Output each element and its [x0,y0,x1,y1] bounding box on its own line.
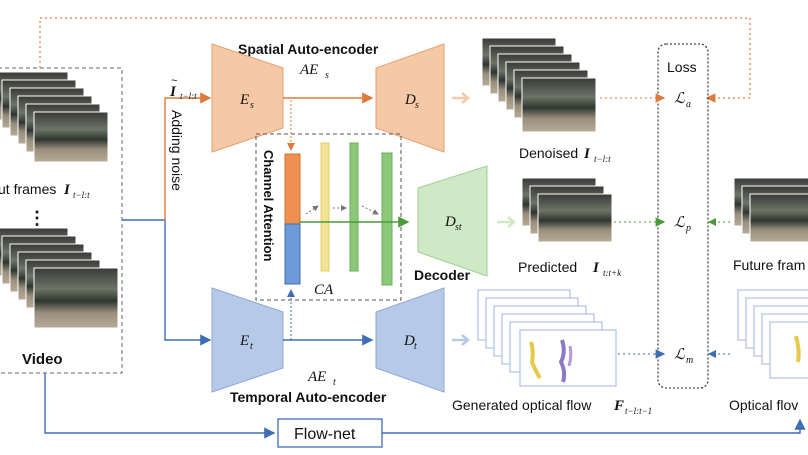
spatial-encoder-es [211,43,284,153]
ca-dotted-1 [305,205,319,215]
predicted-frames-stack [521,177,613,243]
video-to-flownet-line [44,373,276,439]
dst-var: D [444,214,456,230]
ca-orange-bar [284,153,301,225]
generated-flow-sub: t−l:t−1 [625,406,652,416]
optical-flow-stack [737,289,808,379]
ca-label: CA [314,282,334,298]
predicted-prefix: Predicted [518,259,577,275]
dt-output-arrow [452,334,470,346]
dt-sub: t [414,341,417,352]
denoised-var: I [583,146,591,162]
spatial-var-sub: s [325,70,329,81]
ds-sub: s [415,100,419,111]
future-frames-label: Future fram [733,257,805,273]
flownet-box [277,418,383,448]
adding-noise-label: Adding noise [169,110,185,191]
denoised-frames-stack [481,37,597,133]
denoised-sub: t−l:t [594,154,611,164]
dst-output-arrow [497,216,516,228]
temporal-var-sub: t [333,377,336,388]
input-frames-prefix: ut frames [0,181,56,197]
channel-attention-label: Channel Attention [261,150,276,262]
predicted-sub: t:t+k [603,268,622,278]
optical-flow-label: Optical flov [729,397,798,413]
generated-flow-stack [477,289,617,387]
denoised-prefix: Denoised [519,145,578,161]
loss-title: Loss [667,59,697,75]
input-frames-stack [0,71,109,163]
split-to-spatial-line [164,92,212,220]
ca-green-bar-1 [349,142,359,272]
ca-yellow-bar [320,142,330,272]
noisy-input-sub: t−l:t [180,91,197,101]
loss-p-sub: p [685,223,691,234]
generated-flow-prefix: Generated optical flow [452,397,592,413]
loss-box [657,43,709,389]
temporal-title: Temporal Auto-encoder [230,389,387,405]
video-label: Video [22,351,63,368]
ca-blue-bar [284,223,301,285]
dst-sub: st [455,222,462,233]
flownet-label: Flow-net [294,426,356,443]
spatial-decoder-ds [375,43,445,153]
spatial-title: Spatial Auto-encoder [238,41,379,57]
et-var: E [239,333,249,349]
noisy-input-tilde: ~ [171,75,177,87]
loss-a-var: ℒ [674,91,686,107]
loss-m-var: ℒ [674,347,686,363]
et-sub: t [250,341,253,352]
ds-output-arrow [452,92,470,104]
temporal-var: AE [307,369,326,385]
ca-dotted-3 [361,205,379,215]
es-var: E [239,92,249,108]
ca-green-bar-2 [381,152,393,286]
loss-a-sub: a [686,99,691,110]
ds-var: D [404,92,416,108]
loss-a-feedback-line [39,17,751,103]
split-to-temporal-line [164,220,212,346]
temporal-decoder-dt [375,287,445,393]
future-frames-stack [733,177,808,243]
input-frames-sub: t−l:t [73,190,90,200]
loss-p-var: ℒ [674,215,686,231]
temporal-encoder-et [211,287,284,393]
flownet-output-line [382,418,806,434]
es-sub: s [250,100,254,111]
decoder-dst [417,165,488,277]
noisy-input-var: I [169,84,177,100]
decoder-title: Decoder [414,267,471,283]
loss-m-sub: m [686,355,693,366]
predicted-var: I [592,260,600,276]
input-frames-var: I [63,182,71,198]
ellipsis-dots: ⋮ [28,208,46,228]
generated-flow-var: F [613,398,624,414]
video-frames-stack [0,227,119,329]
dt-var: D [403,333,415,349]
spatial-var: AE [299,62,318,78]
